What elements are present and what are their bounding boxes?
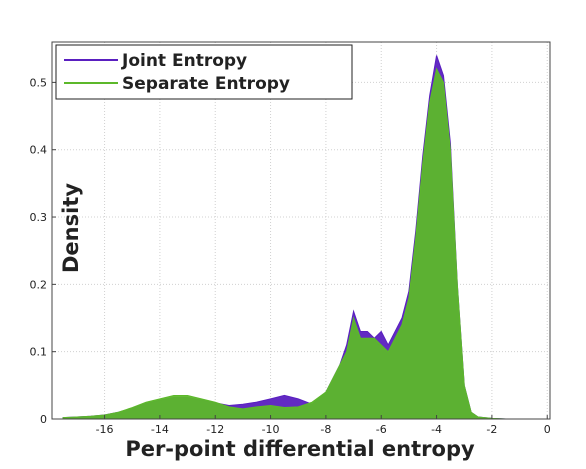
x-tick-label: -14 — [151, 423, 169, 436]
y-tick-label: 0.1 — [30, 346, 48, 359]
legend-box — [55, 44, 353, 100]
y-tick-label: 0 — [40, 413, 47, 426]
x-tick-label: -2 — [486, 423, 497, 436]
y-tick-label: 0.5 — [30, 76, 48, 89]
density-area — [62, 55, 548, 420]
y-tick-label: 0.2 — [30, 278, 48, 291]
x-tick-label: -4 — [431, 423, 442, 436]
y-tick-label: 0.3 — [30, 211, 48, 224]
legend-label: Separate Entropy — [122, 74, 290, 94]
x-tick-label: -6 — [376, 423, 387, 436]
plot-frame — [51, 41, 551, 420]
density-area — [62, 67, 548, 420]
x-tick-label: -16 — [96, 423, 114, 436]
x-tick-label: -10 — [262, 423, 280, 436]
x-axis-label: Per-point differential entropy — [125, 437, 475, 461]
x-tick-label: 0 — [544, 423, 551, 436]
legend-label: Joint Entropy — [121, 51, 247, 71]
x-tick-label: -8 — [320, 423, 331, 436]
x-tick-label: -12 — [206, 423, 224, 436]
y-tick-label: 0.4 — [30, 144, 48, 157]
y-axis-label: Density — [59, 183, 83, 273]
